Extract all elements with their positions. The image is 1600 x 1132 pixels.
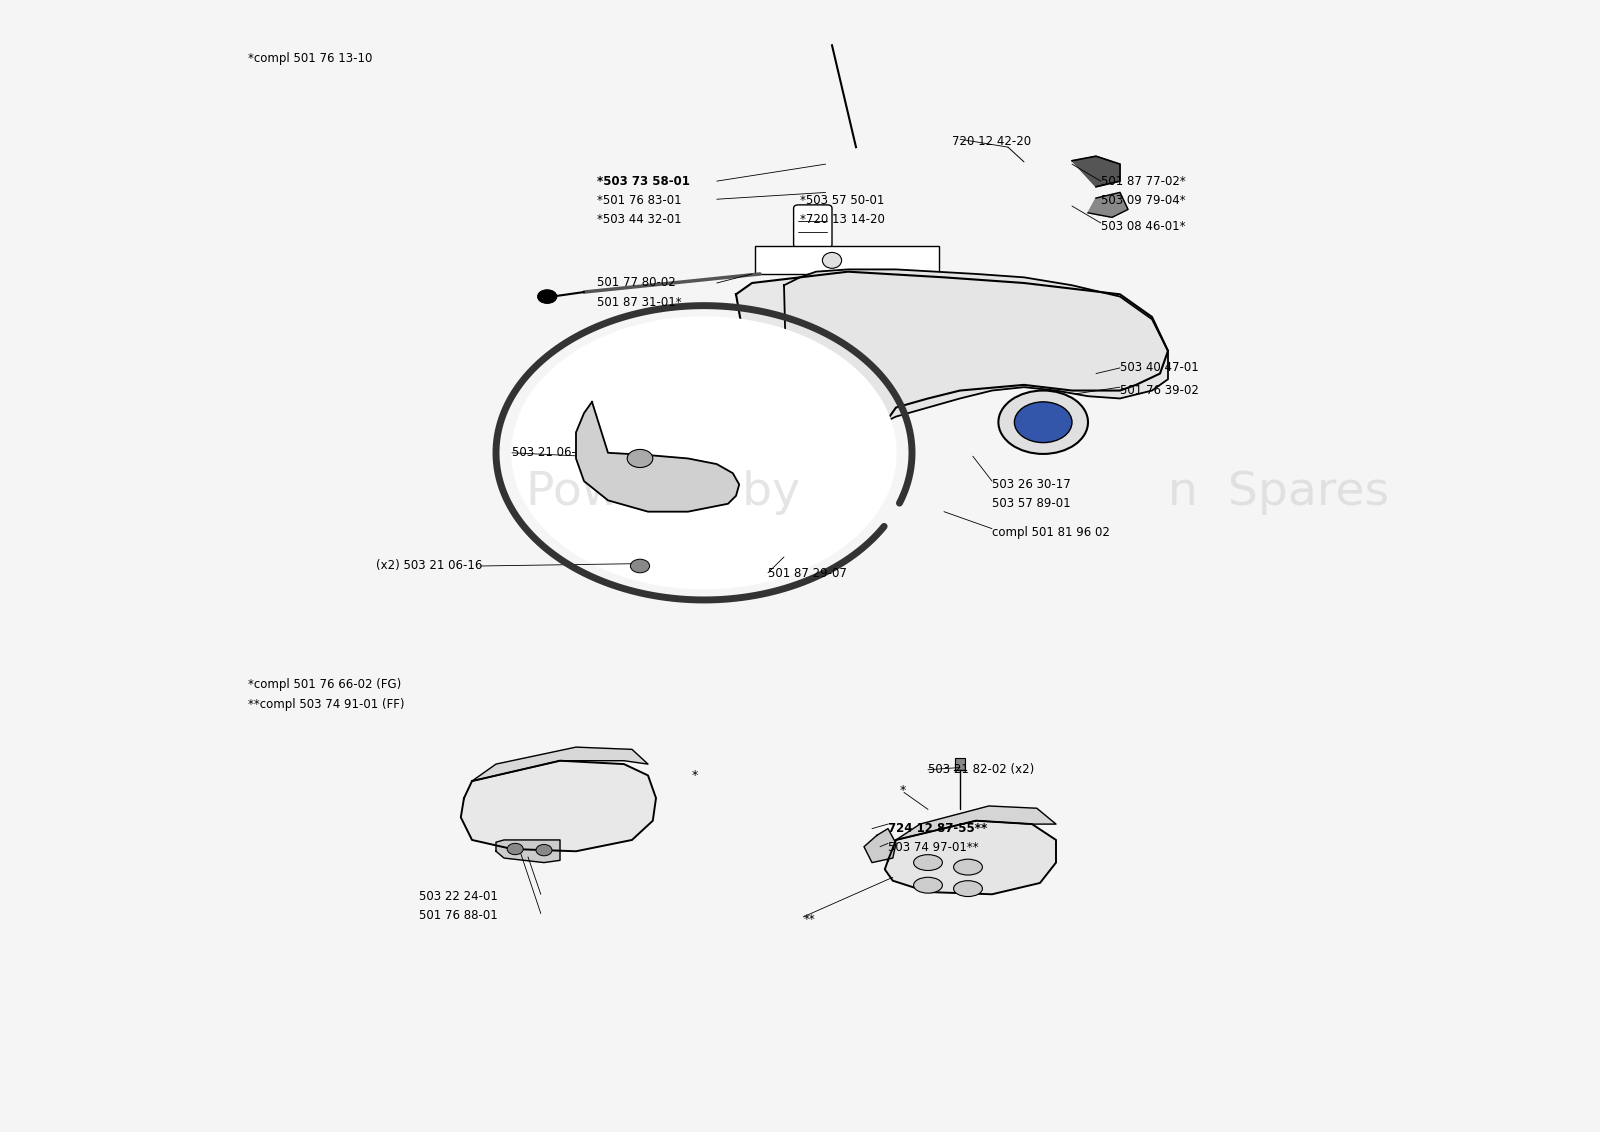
Text: 503 09 79-04*: 503 09 79-04* [1101, 194, 1186, 207]
Polygon shape [461, 761, 656, 851]
Circle shape [507, 843, 523, 855]
Text: 503 26 30-17: 503 26 30-17 [992, 478, 1070, 491]
Text: *503 44 32-01: *503 44 32-01 [597, 213, 682, 226]
Text: compl 501 81 96 02: compl 501 81 96 02 [992, 525, 1110, 539]
Text: *: * [691, 769, 698, 782]
Polygon shape [896, 806, 1056, 840]
Ellipse shape [914, 855, 942, 871]
Ellipse shape [914, 877, 942, 893]
Polygon shape [472, 747, 648, 781]
Text: 501 76 88-01: 501 76 88-01 [419, 909, 498, 923]
Polygon shape [1072, 156, 1120, 187]
Circle shape [998, 391, 1088, 454]
Text: (x2) 503 21 06-16: (x2) 503 21 06-16 [376, 559, 482, 573]
Text: 503 57 89-01: 503 57 89-01 [992, 497, 1070, 511]
Text: *compl 501 76 66-02 (FG): *compl 501 76 66-02 (FG) [248, 678, 402, 692]
Text: *720 13 14-20: *720 13 14-20 [800, 213, 885, 226]
Text: 503 22 24-01: 503 22 24-01 [419, 890, 498, 903]
Text: Powered by: Powered by [526, 470, 800, 515]
Text: 720 12 42-20: 720 12 42-20 [952, 135, 1030, 148]
Text: 503 21 82-02 (x2): 503 21 82-02 (x2) [928, 763, 1034, 777]
Polygon shape [512, 317, 896, 589]
Ellipse shape [954, 859, 982, 875]
Polygon shape [784, 269, 1168, 462]
Bar [955, 758, 965, 770]
Polygon shape [496, 840, 560, 863]
Polygon shape [736, 272, 1168, 464]
Text: 503 74 97-01**: 503 74 97-01** [888, 841, 979, 855]
Text: *501 76 83-01: *501 76 83-01 [597, 194, 682, 207]
Ellipse shape [954, 881, 982, 897]
Text: 503 21 06-25: 503 21 06-25 [512, 446, 590, 460]
Text: 501 76 39-02: 501 76 39-02 [1120, 384, 1198, 397]
Text: **compl 503 74 91-01 (FF): **compl 503 74 91-01 (FF) [248, 697, 405, 711]
Text: **: ** [803, 912, 814, 926]
Circle shape [538, 290, 557, 303]
Text: 503 08 46-01*: 503 08 46-01* [1101, 220, 1186, 233]
Text: *: * [899, 783, 906, 797]
Circle shape [630, 559, 650, 573]
Text: *compl 501 76 13-10: *compl 501 76 13-10 [248, 52, 373, 66]
Text: *503 73 58-01: *503 73 58-01 [597, 174, 690, 188]
Polygon shape [1088, 192, 1128, 217]
Polygon shape [576, 402, 739, 512]
Circle shape [536, 844, 552, 856]
Text: 501 87 31-01*: 501 87 31-01* [597, 295, 682, 309]
Circle shape [1014, 402, 1072, 443]
Ellipse shape [822, 252, 842, 268]
FancyBboxPatch shape [794, 205, 832, 248]
Bar [755, 246, 939, 274]
Text: 503 40 47-01: 503 40 47-01 [1120, 361, 1198, 375]
Text: 501 87 77-02*: 501 87 77-02* [1101, 174, 1186, 188]
Text: 501 77 80-02: 501 77 80-02 [597, 276, 675, 290]
Text: *503 57 50-01: *503 57 50-01 [800, 194, 885, 207]
Text: 724 12 87-55**: 724 12 87-55** [888, 822, 987, 835]
Text: n  Spares: n Spares [1168, 470, 1389, 515]
Polygon shape [885, 821, 1056, 894]
Text: 501 87 29-07: 501 87 29-07 [768, 567, 846, 581]
Circle shape [627, 449, 653, 468]
Polygon shape [864, 829, 896, 863]
